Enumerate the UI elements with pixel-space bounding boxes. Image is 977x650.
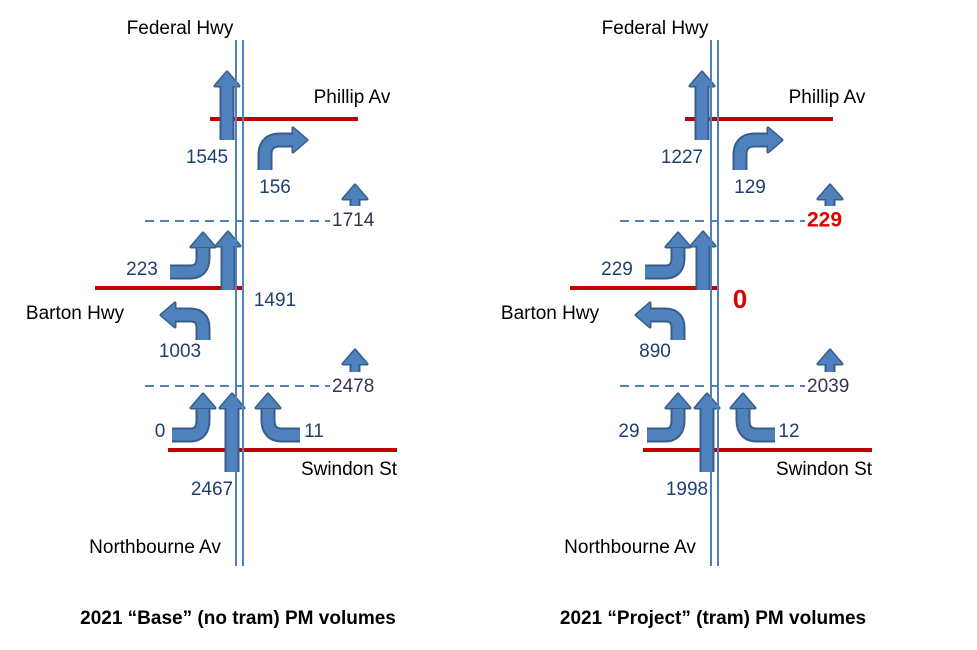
arrow xyxy=(645,248,684,278)
arrow xyxy=(647,409,684,441)
arrow-head xyxy=(690,72,714,86)
road-label: Federal Hwy xyxy=(602,18,709,39)
arrow-head xyxy=(818,185,842,199)
volume-label: 1998 xyxy=(666,479,708,500)
volume-label: 129 xyxy=(734,177,766,198)
arrow-head xyxy=(695,394,719,408)
panel: Federal Hwy Phillip Av Barton Hwy Swindon S… xyxy=(501,18,873,629)
volume-label: 0 xyxy=(733,284,747,314)
arrow-head xyxy=(666,233,690,247)
road-label: Northbourne Av xyxy=(564,537,696,558)
arrow-head xyxy=(191,394,215,408)
volume-label: 11 xyxy=(304,421,324,442)
volume-label: 1003 xyxy=(159,341,201,362)
arrow-head xyxy=(220,394,244,408)
arrow xyxy=(259,134,293,170)
road-label: Federal Hwy xyxy=(127,18,234,39)
volume-label: 1491 xyxy=(254,290,296,311)
arrow xyxy=(650,309,684,340)
arrow-head xyxy=(731,394,755,408)
section-volume: 1714 xyxy=(332,210,375,231)
arrow xyxy=(737,409,775,441)
volume-label: 12 xyxy=(778,421,799,442)
road-label: Barton Hwy xyxy=(26,303,125,324)
volume-label: 223 xyxy=(126,259,158,280)
arrow-head xyxy=(636,303,650,327)
caption: 2021 “Project” (tram) PM volumes xyxy=(560,608,866,629)
arrow-head xyxy=(343,185,367,199)
road-label: Northbourne Av xyxy=(89,537,221,558)
arrow-head xyxy=(768,128,782,152)
section-volume: 2039 xyxy=(807,376,849,397)
arrow xyxy=(170,248,209,278)
road-label: Swindon St xyxy=(301,459,398,480)
arrow-head xyxy=(191,233,215,247)
arrow-head xyxy=(818,350,842,364)
volume-label: 156 xyxy=(259,177,291,198)
volume-label: 1545 xyxy=(186,147,228,168)
road-label: Phillip Av xyxy=(789,87,866,108)
volume-label: 2467 xyxy=(191,479,233,500)
arrow xyxy=(734,134,768,170)
section-volume: 2478 xyxy=(332,376,374,397)
volume-label: 890 xyxy=(639,341,671,362)
volume-label: 29 xyxy=(618,421,639,442)
arrow-head xyxy=(666,394,690,408)
arrow-head xyxy=(216,232,240,246)
arrow xyxy=(172,409,209,441)
section-volume: 229 xyxy=(807,209,842,232)
arrow xyxy=(262,409,300,441)
arrow-head xyxy=(293,128,307,152)
arrow-head xyxy=(215,72,239,86)
arrow-head xyxy=(256,394,280,408)
road-label: Phillip Av xyxy=(314,87,391,108)
arrow-head xyxy=(161,303,175,327)
arrow xyxy=(175,309,209,340)
caption: 2021 “Base” (no tram) PM volumes xyxy=(80,608,396,629)
volume-label: 1227 xyxy=(661,147,703,168)
road-label: Swindon St xyxy=(776,459,873,480)
volume-label: 229 xyxy=(601,259,633,280)
arrow-head xyxy=(691,232,715,246)
arrow-head xyxy=(343,350,367,364)
panel: Federal Hwy Phillip Av Barton Hwy Swindon S… xyxy=(26,18,398,629)
volume-label: 0 xyxy=(155,421,166,442)
road-label: Barton Hwy xyxy=(501,303,600,324)
